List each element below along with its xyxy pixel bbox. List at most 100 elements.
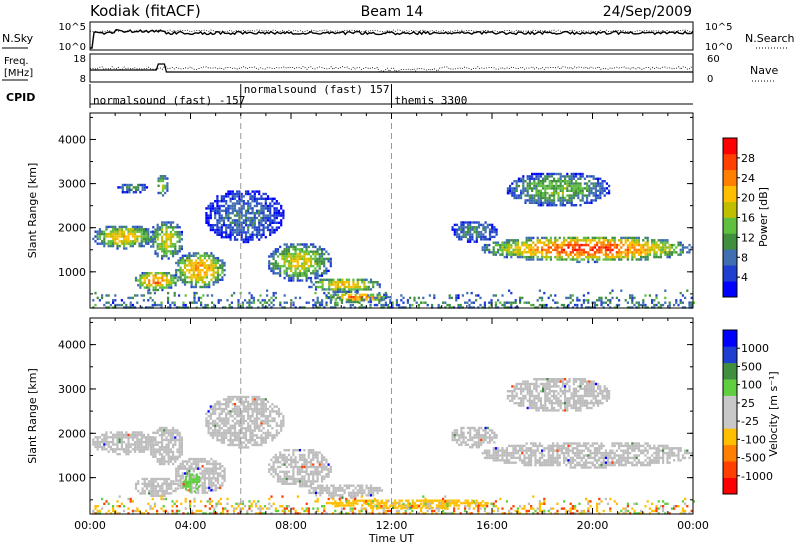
data-cell [254,427,256,429]
data-cell [576,237,578,239]
data-cell [217,477,219,479]
data-cell [168,456,170,458]
data-cell [510,246,512,248]
data-cell [108,245,110,247]
data-cell [148,279,150,281]
data-cell [217,463,219,465]
data-cell [531,182,533,184]
data-cell [263,439,265,441]
data-cell [138,451,140,453]
data-cell [265,214,267,216]
data-cell [212,229,214,231]
data-cell [671,244,673,246]
data-cell [631,256,633,258]
data-cell [600,237,602,239]
data-cell [99,228,101,230]
data-cell [597,190,599,192]
data-cell [225,413,227,415]
data-cell [368,286,370,288]
data-cell [590,190,592,192]
data-cell [105,294,107,296]
data-cell [553,199,555,201]
data-cell [136,240,138,242]
data-cell [145,240,147,242]
data-cell [191,478,193,480]
data-cell [153,286,155,288]
data-cell [337,487,339,489]
data-cell [110,240,112,242]
data-cell [132,226,134,228]
data-cell [133,191,135,193]
data-cell [475,299,477,301]
data-cell [159,453,161,455]
data-cell [199,271,201,273]
data-cell [333,283,335,285]
data-cell [288,251,290,253]
data-cell [279,246,281,248]
data-cell [609,258,611,260]
data-cell [108,441,110,443]
data-cell [148,282,150,284]
data-cell [567,246,569,248]
data-cell [208,281,210,283]
data-cell [219,484,221,486]
data-cell [275,461,277,463]
data-cell [573,192,575,194]
data-cell [236,396,238,398]
data-cell [279,302,281,304]
data-cell [598,246,600,248]
data-cell [601,187,603,189]
y-tick-label: 3000 [58,178,86,191]
data-cell [234,434,236,436]
data-cell [158,304,160,306]
data-cell [328,292,330,294]
data-cell [175,480,177,482]
data-cell [97,436,99,438]
data-cell [112,441,114,443]
data-cell [204,281,206,283]
data-cell [355,298,357,300]
data-cell [284,454,286,456]
data-cell [158,180,160,182]
data-cell [243,205,245,207]
data-cell [292,454,294,456]
data-cell [465,226,467,228]
data-cell [179,451,181,453]
data-cell [288,248,290,250]
data-cell [262,299,264,301]
data-cell [232,425,234,427]
data-cell [653,256,655,258]
data-cell [394,502,396,504]
data-cell [323,466,325,468]
data-cell [121,448,123,450]
data-cell [260,410,262,412]
data-cell [597,185,599,187]
data-cell [277,459,279,461]
data-cell [188,281,190,283]
data-cell [105,302,107,304]
data-cell [563,239,565,241]
data-cell [301,255,303,257]
data-cell [301,478,303,480]
data-cell [256,231,258,233]
data-cell [368,492,370,494]
data-cell [124,184,126,186]
data-cell [170,480,172,482]
data-cell [301,272,303,274]
data-cell [230,398,232,400]
data-cell [572,244,574,246]
data-cell [189,473,191,475]
data-cell [299,466,301,468]
data-cell [314,251,316,253]
data-cell [191,283,193,285]
data-cell [214,405,216,407]
data-cell [462,294,464,296]
data-cell [213,267,215,269]
data-cell [245,238,247,240]
data-cell [310,251,312,253]
data-cell [202,465,204,467]
data-cell [544,180,546,182]
data-cell [234,219,236,221]
data-cell [213,264,215,266]
data-cell [330,283,332,285]
